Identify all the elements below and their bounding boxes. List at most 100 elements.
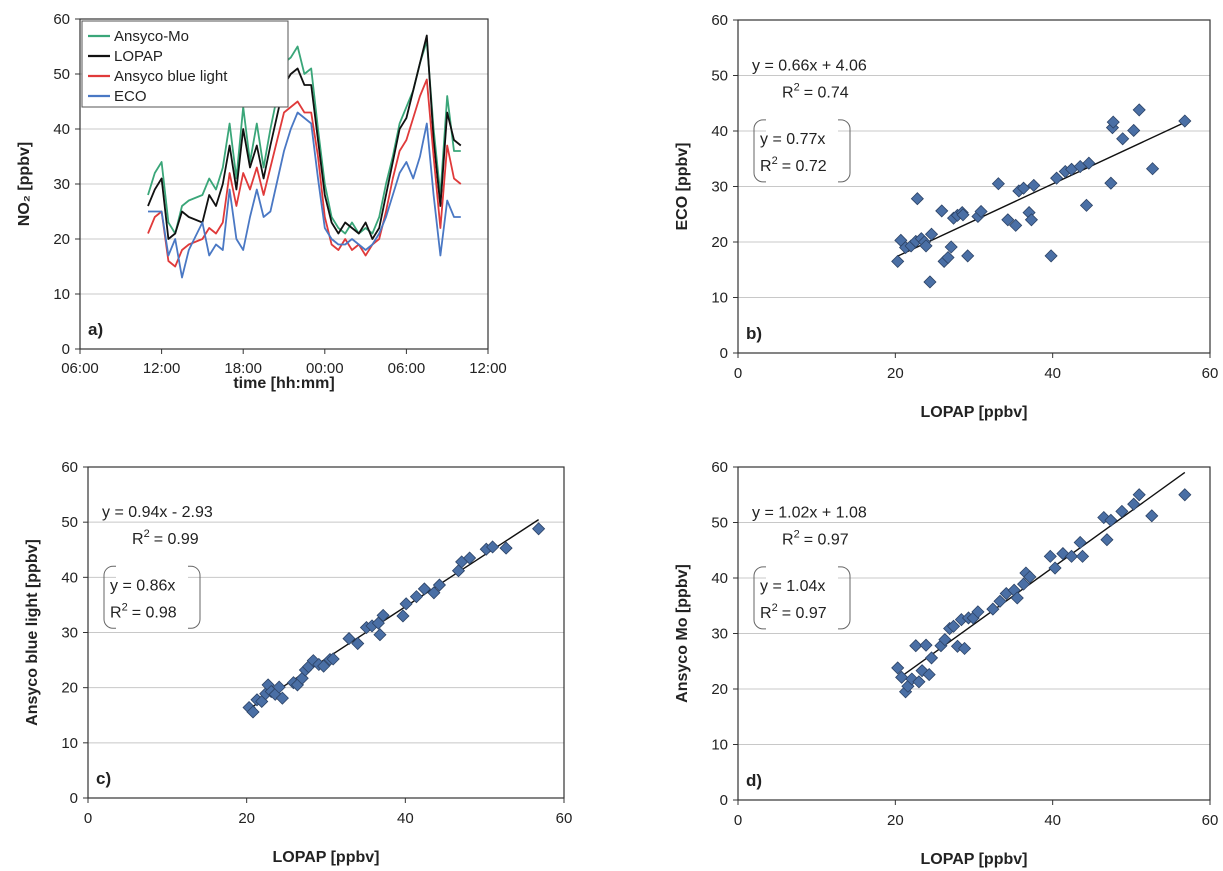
data-point [1145,509,1159,523]
data-point [499,541,513,555]
data-point [956,208,970,222]
r-symbol: R [132,531,144,548]
origin-fit-r2-value: = 0.97 [782,605,827,622]
series-line-eco [148,111,461,279]
data-point [396,609,410,623]
superscript: 2 [794,529,800,541]
data-point [1064,549,1079,563]
origin-fit-equation: y = 0.77x [760,131,825,148]
data-point [373,628,387,642]
data-point [1009,218,1023,232]
x-tick-label: 0 [734,365,742,382]
data-point [957,641,972,656]
y-axis-label: Ansyco blue light [ppbv] [24,539,41,726]
y-tick-label: 30 [53,176,70,193]
data-point [432,578,447,592]
x-tick-label: 20 [238,810,255,827]
superscript: 2 [794,82,800,94]
y-tick-label: 0 [62,341,70,358]
data-point [895,670,909,684]
x-tick-label: 18:00 [224,360,262,377]
origin-fit-r2-value: = 0.72 [782,158,827,175]
data-point [912,675,926,689]
x-tick-label: 00:00 [306,360,344,377]
data-point [1027,178,1041,192]
data-point [1104,176,1118,190]
origin-fit-bracket-mask [766,117,838,184]
data-point [427,586,441,600]
regression-equation: y = 0.66x + 4.06 [752,58,867,75]
data-point [1146,162,1160,176]
data-point [986,602,1000,616]
origin-fit-bracket-mask [116,564,188,631]
x-tick-label: 60 [556,810,573,827]
y-tick-label: 40 [61,569,78,586]
r-symbol: R [110,604,122,621]
legend-entry: LOPAP [114,48,163,65]
y-tick-label: 50 [711,515,728,532]
regression-equation: y = 0.94x - 2.93 [102,504,213,521]
y-tick-label: 10 [711,290,728,307]
superscript: 2 [772,155,778,167]
data-point [1016,181,1031,195]
data-point [946,619,961,633]
data-point [919,239,933,253]
y-tick-label: 40 [711,123,728,140]
y-tick-label: 50 [53,66,70,83]
data-point [417,582,431,596]
data-point [376,608,390,622]
data-point [342,632,356,646]
y-tick-label: 50 [61,514,78,531]
y-tick-label: 30 [711,179,728,196]
origin-fit-r2-label: R2 = 0.98 [110,601,177,621]
data-point [1082,156,1096,170]
x-tick-label: 0 [734,812,742,829]
legend-entry: Ansyco blue light [114,68,228,85]
origin-fit-r2-value: = 0.98 [132,604,177,621]
panel-label: d) [746,771,762,790]
x-tick-label: 40 [397,810,414,827]
superscript: 2 [122,601,128,613]
regression-r2-label: R2 = 0.74 [782,82,849,102]
data-point [910,192,924,206]
origin-fit-equation: y = 0.86x [110,577,175,594]
data-point [1132,488,1146,502]
data-point [326,652,340,666]
data-point [1001,213,1015,227]
data-point [532,522,546,536]
data-point [1106,115,1120,129]
data-point [924,651,939,665]
data-point [935,204,949,218]
y-tick-label: 20 [711,681,728,698]
data-point [1073,535,1087,550]
x-axis-label: LOPAP [ppbv] [921,404,1028,421]
regression-r2-label: R2 = 0.99 [132,528,199,548]
data-point [938,633,952,647]
data-point [961,249,975,263]
regression-r2-label: R2 = 0.97 [782,529,849,549]
data-point [1050,171,1064,185]
origin-fit-r2-label: R2 = 0.72 [760,155,827,175]
time-series-chart: 0 10 20 30 40 50 60 06:00 12:00 18:00 00:00 06:00 12… [16,11,507,392]
data-point [1127,123,1141,138]
data-point [317,659,331,673]
x-tick-label: 12:00 [469,360,507,377]
data-point [1178,114,1192,128]
series-line-lopap [147,34,462,240]
regression-line [897,121,1186,257]
y-tick-label: 10 [61,735,78,752]
origin-fit-equation: y = 1.04x [760,578,825,595]
data-point [246,705,260,719]
y-tick-label: 20 [711,234,728,251]
x-tick-label: 40 [1044,812,1061,829]
y-tick-label: 50 [711,68,728,85]
data-point [275,691,289,705]
panel-label: b) [746,324,762,343]
data-point [1132,103,1146,117]
data-point [923,275,937,289]
x-tick-label: 06:00 [61,360,99,377]
data-point [409,590,424,604]
legend: Ansyco-Mo LOPAP Ansyco blue light ECO [81,20,289,108]
data-point [891,254,905,268]
data-point [1075,549,1090,563]
